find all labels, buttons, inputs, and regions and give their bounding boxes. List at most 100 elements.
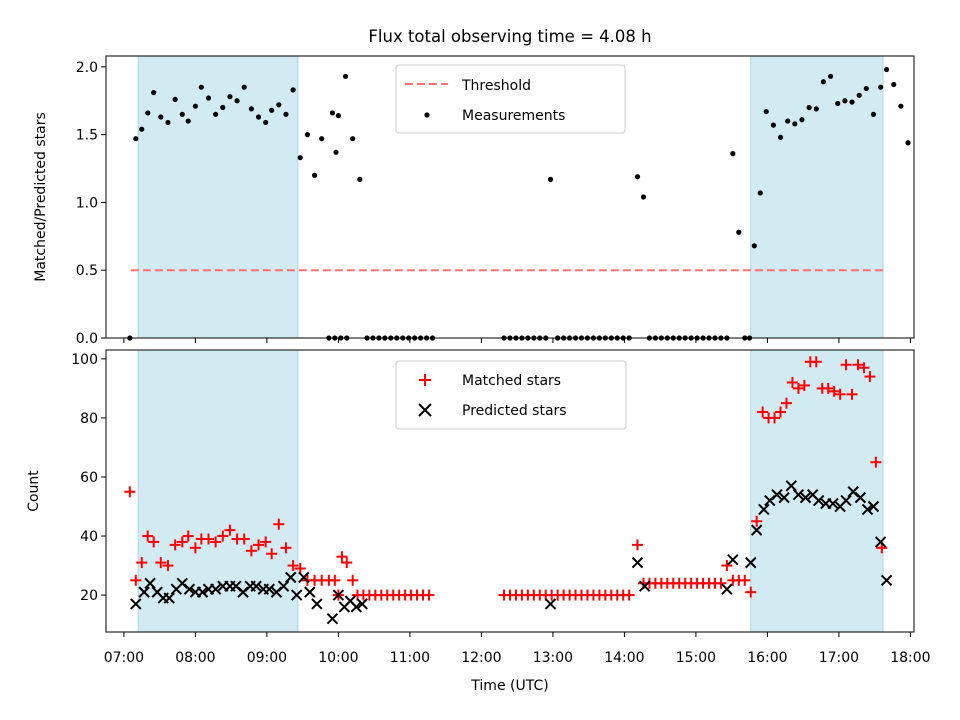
matched-star-marker xyxy=(287,560,299,572)
matched-star-marker xyxy=(739,574,751,586)
marker-stroke xyxy=(263,583,275,595)
y-tick-label: 20 xyxy=(80,588,98,604)
matched-star-marker xyxy=(810,356,822,368)
measurement-point xyxy=(883,66,890,73)
measurement-point xyxy=(891,81,897,88)
matched-star-marker xyxy=(822,382,834,394)
marker-stroke xyxy=(745,556,757,569)
measurement-point xyxy=(905,140,911,146)
marker-stroke xyxy=(854,491,867,504)
marker-stroke xyxy=(806,488,819,501)
predicted-star-marker xyxy=(138,586,150,598)
marker-stroke xyxy=(209,583,222,595)
x-tick-label: 10:00 xyxy=(318,650,358,666)
marker-stroke xyxy=(138,586,150,598)
matched-star-marker xyxy=(341,557,353,569)
measurement-point xyxy=(151,90,157,96)
measurement-point xyxy=(335,113,341,119)
marker-stroke xyxy=(778,491,790,504)
matched-star-marker xyxy=(780,397,792,409)
marker-stroke xyxy=(792,488,805,501)
x-tick-label: 17:00 xyxy=(819,650,859,666)
measurement-point xyxy=(179,111,185,117)
measurement-point xyxy=(133,136,139,142)
legend-threshold-label: Threshold xyxy=(461,78,531,94)
marker-stroke xyxy=(250,580,262,592)
predicted-star-marker xyxy=(298,571,310,584)
matched-star-marker xyxy=(858,362,870,374)
legend-predicted-marker xyxy=(418,403,432,417)
x-tick-label: 11:00 xyxy=(390,650,430,666)
predicted-star-marker xyxy=(311,598,323,610)
marker-stroke xyxy=(326,613,339,625)
matched-star-marker xyxy=(280,542,292,554)
matched-star-marker xyxy=(852,359,864,371)
marker-stroke xyxy=(311,598,323,610)
predicted-star-marker xyxy=(304,586,316,598)
marker-stroke xyxy=(356,598,368,610)
matched-star-marker xyxy=(245,545,257,557)
x-axis-label: Time (UTC) xyxy=(470,678,548,694)
x-tick-label: 12:00 xyxy=(461,650,501,666)
predicted-star-marker xyxy=(867,500,880,513)
marker-stroke xyxy=(544,598,557,610)
marker-stroke xyxy=(750,524,763,536)
legend-matched-label: Matched stars xyxy=(462,373,561,389)
measurement-point xyxy=(165,119,171,126)
marker-stroke xyxy=(799,491,812,504)
marker-stroke xyxy=(163,592,175,604)
measurement-point xyxy=(198,84,204,90)
matched-star-marker xyxy=(142,530,154,542)
matched-star-marker xyxy=(751,515,763,527)
measurement-point xyxy=(878,84,884,90)
measurement-point xyxy=(172,96,178,102)
measurement-point xyxy=(241,84,247,90)
matched-star-marker xyxy=(266,548,278,560)
measurement-point xyxy=(898,103,904,109)
marker-stroke xyxy=(847,486,859,498)
marker-stroke xyxy=(183,583,196,595)
marker-stroke xyxy=(812,494,825,507)
matched-star-marker xyxy=(864,371,876,383)
x-tick-label: 13:00 xyxy=(533,650,573,666)
matched-star-marker xyxy=(792,382,804,394)
predicted-star-marker xyxy=(778,491,790,504)
x-tick-label: 15:00 xyxy=(676,650,716,666)
y-tick-label: 60 xyxy=(80,470,98,486)
predicted-star-marker xyxy=(745,556,757,569)
y-tick-label: 0.0 xyxy=(76,331,98,347)
matched-star-marker xyxy=(632,539,644,551)
predicted-star-marker xyxy=(631,556,644,569)
marker-stroke xyxy=(151,586,163,598)
matched-star-marker xyxy=(769,412,781,424)
bottom-ylabel: Count xyxy=(26,470,42,512)
measurement-point xyxy=(263,119,269,126)
measurement-point xyxy=(319,136,325,142)
marker-stroke xyxy=(880,574,893,587)
predicted-star-marker xyxy=(758,503,770,516)
marker-stroke xyxy=(721,583,733,595)
predicted-star-marker xyxy=(812,494,825,507)
predicted-star-marker xyxy=(854,491,867,504)
predicted-star-marker xyxy=(799,491,812,504)
top-panel: 0.00.51.01.52.0 Matched/Predicted stars … xyxy=(33,55,915,347)
marker-stroke xyxy=(298,571,310,584)
predicted-star-marker xyxy=(196,586,209,598)
measurement-point xyxy=(870,111,877,117)
marker-stroke xyxy=(861,503,874,516)
marker-stroke xyxy=(867,500,880,513)
measurement-point xyxy=(227,94,233,100)
matched-star-marker xyxy=(273,518,285,530)
y-tick-label: 40 xyxy=(80,529,98,545)
matched-star-marker xyxy=(798,379,810,391)
marker-stroke xyxy=(771,488,783,501)
measurement-point xyxy=(842,98,848,104)
matched-star-marker xyxy=(224,524,236,536)
predicted-star-marker xyxy=(827,497,839,510)
shaded-interval xyxy=(137,349,299,633)
measurement-point xyxy=(234,98,240,104)
predicted-star-marker xyxy=(290,589,303,601)
matched-star-marker xyxy=(840,359,852,371)
legend-predicted-label: Predicted stars xyxy=(462,403,567,419)
